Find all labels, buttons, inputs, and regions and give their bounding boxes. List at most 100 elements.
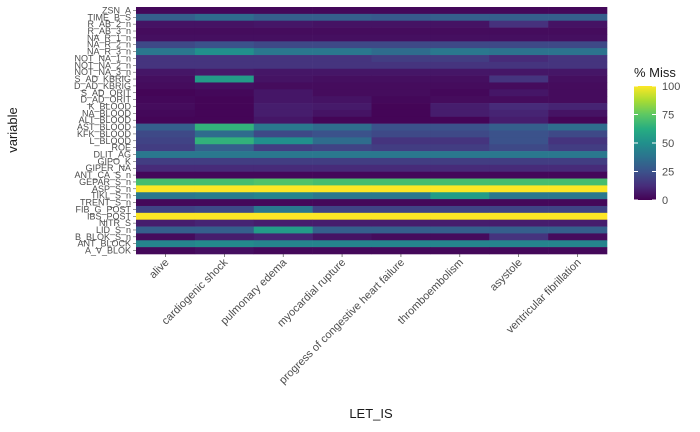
heatmap-cell bbox=[253, 123, 313, 131]
heatmap-cell bbox=[253, 48, 313, 56]
legend-tick-label: 50 bbox=[662, 138, 674, 150]
heatmap-cell bbox=[548, 61, 608, 70]
heatmap-cell bbox=[489, 48, 549, 56]
heatmap-cell bbox=[489, 96, 549, 104]
heatmap-cell bbox=[312, 109, 372, 118]
heatmap-cell bbox=[489, 171, 549, 179]
heatmap-cell bbox=[136, 205, 196, 214]
heatmap-cell bbox=[194, 233, 255, 241]
heatmap-cell bbox=[489, 137, 549, 145]
heatmap-cell bbox=[136, 96, 196, 104]
y-tick-label: D_AD_KBRIG bbox=[74, 81, 131, 91]
heatmap-cell bbox=[136, 144, 196, 152]
heatmap-cell bbox=[548, 7, 608, 15]
heatmap-cell bbox=[136, 48, 196, 56]
y-tick-label: KFK_BLOOD bbox=[77, 129, 132, 139]
heatmap-cell bbox=[430, 96, 490, 104]
heatmap-cell bbox=[489, 130, 549, 138]
heatmap-cell bbox=[194, 192, 255, 200]
heatmap-cell bbox=[253, 75, 313, 83]
heatmap-cell bbox=[194, 27, 255, 35]
y-tick-label: D_AD_ORIT bbox=[80, 95, 131, 105]
heatmap-cell bbox=[312, 34, 372, 42]
heatmap-cell bbox=[253, 240, 313, 248]
heatmap-cell bbox=[136, 55, 196, 63]
heatmap-cell bbox=[430, 116, 490, 124]
heatmap-cell bbox=[371, 212, 431, 220]
y-tick-label: ANT_CA_S_n bbox=[74, 170, 131, 180]
heatmap-cell bbox=[253, 157, 313, 166]
heatmap-cell bbox=[312, 75, 372, 83]
y-tick-label: ANT_BLOCK bbox=[77, 239, 131, 249]
plot-panel bbox=[136, 7, 608, 255]
heatmap-cell bbox=[430, 20, 490, 28]
heatmap-cell bbox=[194, 199, 255, 207]
y-tick-label: A_V_BLOK bbox=[85, 246, 131, 256]
heatmap-cell bbox=[194, 157, 255, 166]
heatmap-cell bbox=[371, 61, 431, 70]
heatmap-cell bbox=[371, 247, 431, 255]
y-tick-label: B_BLOK_S_n bbox=[75, 232, 131, 242]
heatmap-cell bbox=[430, 226, 490, 234]
heatmap-cell bbox=[430, 89, 490, 97]
heatmap-cell bbox=[371, 144, 431, 152]
heatmap-cell bbox=[194, 7, 255, 15]
heatmap-cell bbox=[430, 130, 490, 138]
heatmap-cell bbox=[136, 233, 196, 241]
heatmap-cell bbox=[371, 34, 431, 42]
heatmap-cell bbox=[548, 48, 608, 56]
heatmap-cell bbox=[136, 226, 196, 234]
heatmap-cell bbox=[136, 75, 196, 83]
heatmap-cell bbox=[371, 164, 431, 172]
y-tick-label: NOT_NA_1_n bbox=[74, 53, 131, 63]
heatmap-cell bbox=[312, 123, 372, 131]
heatmap-cell bbox=[489, 205, 549, 214]
heatmap-cell bbox=[430, 13, 490, 22]
heatmap-cell bbox=[548, 96, 608, 104]
heatmap-cell bbox=[489, 240, 549, 248]
heatmap-cell bbox=[548, 116, 608, 124]
heatmap-cell bbox=[430, 55, 490, 63]
heatmap-cell bbox=[136, 123, 196, 131]
heatmap-cell bbox=[371, 68, 431, 76]
heatmap-cell bbox=[136, 157, 196, 166]
heatmap-cell bbox=[253, 219, 313, 227]
heatmap-cell bbox=[136, 109, 196, 118]
y-tick-label: L_BLOOD bbox=[89, 136, 131, 146]
heatmap-cell bbox=[253, 89, 313, 97]
heatmap-cell bbox=[548, 55, 608, 63]
heatmap-cell bbox=[489, 116, 549, 124]
heatmap-cell bbox=[548, 89, 608, 97]
heatmap-cell bbox=[371, 27, 431, 35]
heatmap-cell bbox=[253, 82, 313, 90]
y-tick-label: NA_R_1_n bbox=[87, 33, 131, 43]
x-tick-label: thromboembolism bbox=[396, 257, 466, 327]
heatmap-cell bbox=[489, 13, 549, 22]
heatmap-cell bbox=[194, 178, 255, 186]
heatmap-cell bbox=[430, 219, 490, 227]
heatmap-cell bbox=[548, 233, 608, 241]
heatmap-cell bbox=[253, 13, 313, 22]
heatmap-cell bbox=[371, 109, 431, 118]
heatmap-cell bbox=[371, 171, 431, 179]
heatmap-cell bbox=[253, 151, 313, 159]
heatmap-cell bbox=[548, 164, 608, 172]
heatmap-cell bbox=[136, 171, 196, 179]
heatmap-cell bbox=[548, 185, 608, 193]
heatmap-cell bbox=[548, 137, 608, 145]
heatmap-cell bbox=[136, 82, 196, 90]
heatmap-cell bbox=[194, 61, 255, 70]
heatmap-cell bbox=[371, 55, 431, 63]
y-tick-label: ALT_BLOOD bbox=[79, 115, 132, 125]
heatmap-cell bbox=[312, 116, 372, 124]
heatmap-cell bbox=[136, 61, 196, 70]
y-tick-label: S_AD_KBRIG bbox=[74, 74, 131, 84]
heatmap-cell bbox=[194, 226, 255, 234]
heatmap-cell bbox=[371, 116, 431, 124]
heatmap-cell bbox=[548, 226, 608, 234]
heatmap-cell bbox=[312, 199, 372, 207]
heatmap-cell bbox=[489, 55, 549, 63]
y-axis-ticks: ZSN_ATIME_B_SR_AB_2_nR_AB_3_nNA_R_1_nNA_… bbox=[74, 5, 136, 256]
heatmap-cell bbox=[253, 103, 313, 111]
heatmap-cell bbox=[548, 199, 608, 207]
